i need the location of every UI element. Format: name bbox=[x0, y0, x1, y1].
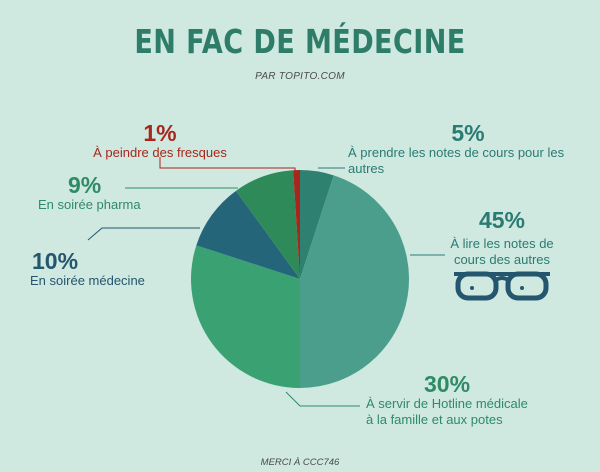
pie-slice-hotline bbox=[191, 245, 300, 388]
pie-slice-soiree-pharma bbox=[235, 170, 300, 279]
label-soiree-pharma: 9% En soirée pharma bbox=[38, 173, 158, 213]
pie-slice-lire-notes bbox=[300, 175, 409, 388]
label-hotline: 30% À servir de Hotline médicale à la fa… bbox=[366, 372, 536, 428]
glasses-icon bbox=[454, 271, 550, 301]
pie-slices bbox=[191, 170, 409, 388]
pct-hotline: 30% bbox=[424, 371, 471, 397]
leader-line-fresques bbox=[159, 157, 296, 176]
desc-lire-notes: À lire les notes de cours des autres bbox=[450, 236, 554, 267]
footer-credit: MERCI À CCC746 bbox=[260, 457, 340, 468]
label-fresques: 1% À peindre des fresques bbox=[90, 121, 230, 161]
subtitle: PAR TOPITO.COM bbox=[255, 71, 345, 82]
leader-line-soiree-medecine bbox=[87, 227, 200, 241]
leader-line-hotline bbox=[285, 391, 360, 407]
pct-lire-notes: 45% bbox=[478, 207, 526, 233]
desc-soiree-pharma: En soirée pharma bbox=[38, 197, 141, 212]
desc-fresques: À peindre des fresques bbox=[93, 145, 227, 160]
pct-soiree-pharma: 9% bbox=[68, 172, 102, 198]
label-prendre-notes: 5% À prendre les notes de cours pour les… bbox=[348, 121, 593, 177]
pie-slice-fresques bbox=[293, 170, 300, 279]
page-title: EN FAC DE MÉDECINE bbox=[134, 22, 466, 61]
desc-prendre-notes: À prendre les notes de cours pour les au… bbox=[348, 145, 565, 176]
pct-soiree-medecine: 10% bbox=[32, 248, 79, 274]
pct-prendre-notes: 5% bbox=[451, 120, 485, 146]
pie-slice-soiree-medecine bbox=[196, 190, 300, 279]
leader-lines bbox=[87, 157, 445, 407]
label-soiree-medecine: 10% En soirée médecine bbox=[30, 249, 160, 289]
pct-fresques: 1% bbox=[143, 120, 177, 146]
label-lire-notes: 45% À lire les notes de cours des autres bbox=[448, 208, 556, 268]
desc-soiree-medecine: En soirée médecine bbox=[30, 273, 145, 288]
desc-hotline: À servir de Hotline médicale à la famill… bbox=[366, 396, 528, 427]
pie-slice-prendre-notes bbox=[300, 170, 334, 279]
